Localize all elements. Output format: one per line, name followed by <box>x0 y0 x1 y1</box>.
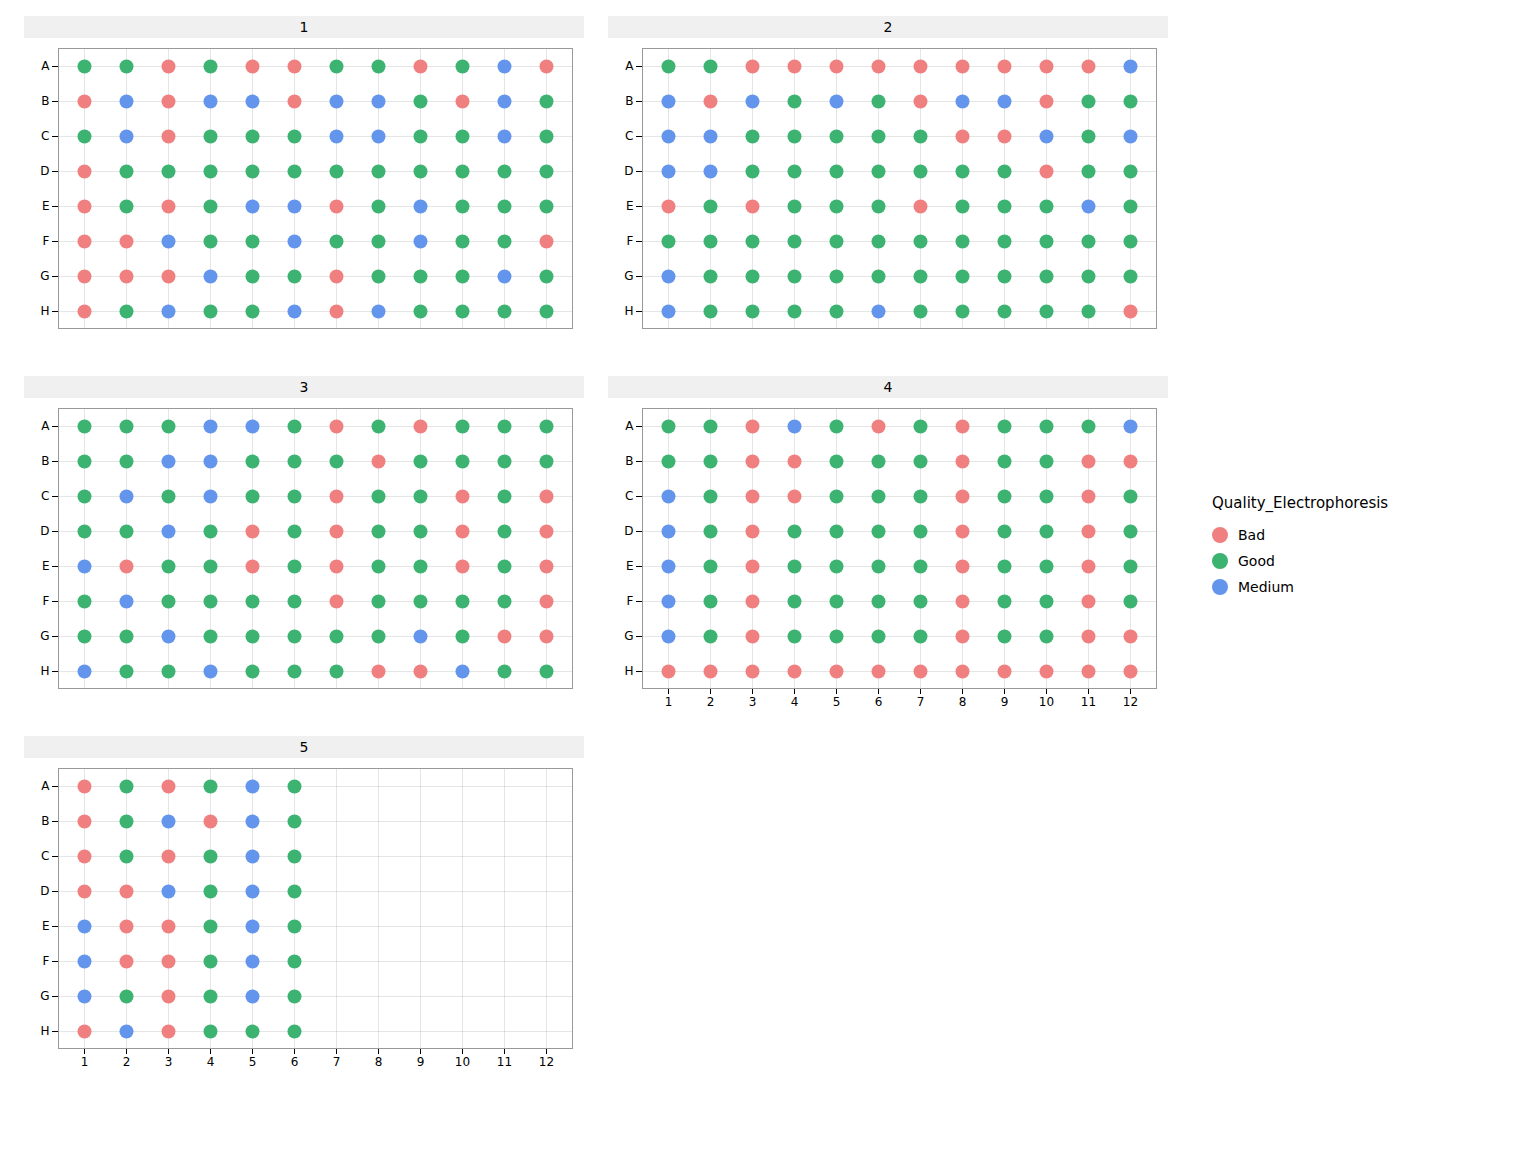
svg-text:F: F <box>627 234 634 248</box>
svg-text:F: F <box>627 594 634 608</box>
svg-text:11: 11 <box>497 1055 512 1069</box>
svg-text:2: 2 <box>707 695 715 709</box>
svg-text:8: 8 <box>375 1055 383 1069</box>
svg-text:3: 3 <box>749 695 757 709</box>
svg-text:9: 9 <box>417 1055 425 1069</box>
svg-text:1: 1 <box>665 695 673 709</box>
svg-text:G: G <box>624 629 633 643</box>
svg-text:6: 6 <box>291 1055 299 1069</box>
svg-text:G: G <box>624 269 633 283</box>
html-text:Quality_Electrophoresis: Quality_Electrophoresis <box>1212 494 1389 512</box>
svg-text:C: C <box>625 129 633 143</box>
svg-text:12: 12 <box>1123 695 1138 709</box>
svg-text:F: F <box>43 954 50 968</box>
svg-text:G: G <box>40 989 49 1003</box>
svg-text:D: D <box>624 524 633 538</box>
svg-text:E: E <box>42 559 50 573</box>
html-text:Bad: Bad <box>1238 527 1266 543</box>
html-text:2: 2 <box>883 19 893 35</box>
svg-text:H: H <box>40 1024 49 1038</box>
svg-text:B: B <box>41 454 49 468</box>
svg-text:5: 5 <box>249 1055 257 1069</box>
svg-text:7: 7 <box>333 1055 341 1069</box>
svg-text:G: G <box>40 629 49 643</box>
svg-text:8: 8 <box>959 695 967 709</box>
svg-text:F: F <box>43 234 50 248</box>
svg-text:E: E <box>626 199 634 213</box>
html-text:4: 4 <box>883 379 893 395</box>
svg-text:3: 3 <box>165 1055 173 1069</box>
svg-text:C: C <box>41 849 49 863</box>
svg-text:12: 12 <box>539 1055 554 1069</box>
svg-text:B: B <box>625 454 633 468</box>
svg-text:11: 11 <box>1081 695 1096 709</box>
svg-text:F: F <box>43 594 50 608</box>
svg-text:2: 2 <box>123 1055 131 1069</box>
svg-text:5: 5 <box>833 695 841 709</box>
svg-text:H: H <box>40 664 49 678</box>
svg-text:4: 4 <box>791 695 799 709</box>
svg-text:B: B <box>41 94 49 108</box>
svg-text:B: B <box>41 814 49 828</box>
svg-text:7: 7 <box>917 695 925 709</box>
html-text:1: 1 <box>299 19 309 35</box>
svg-text:B: B <box>625 94 633 108</box>
svg-text:D: D <box>40 524 49 538</box>
svg-text:C: C <box>41 489 49 503</box>
svg-text:A: A <box>625 59 634 73</box>
svg-text:C: C <box>41 129 49 143</box>
svg-text:4: 4 <box>207 1055 215 1069</box>
svg-text:D: D <box>40 164 49 178</box>
svg-text:10: 10 <box>1039 695 1054 709</box>
svg-text:C: C <box>625 489 633 503</box>
svg-text:E: E <box>42 199 50 213</box>
svg-text:G: G <box>40 269 49 283</box>
svg-text:H: H <box>624 664 633 678</box>
svg-text:H: H <box>40 304 49 318</box>
svg-text:D: D <box>40 884 49 898</box>
svg-text:D: D <box>624 164 633 178</box>
svg-text:6: 6 <box>875 695 883 709</box>
svg-text:E: E <box>626 559 634 573</box>
svg-text:1: 1 <box>81 1055 89 1069</box>
svg-text:E: E <box>42 919 50 933</box>
html-text:Good: Good <box>1238 553 1275 569</box>
svg-text:A: A <box>41 779 50 793</box>
html-text:5: 5 <box>299 739 309 755</box>
svg-text:H: H <box>624 304 633 318</box>
svg-text:A: A <box>41 419 50 433</box>
html-text:Medium: Medium <box>1238 579 1294 595</box>
svg-text:10: 10 <box>455 1055 470 1069</box>
svg-text:A: A <box>625 419 634 433</box>
svg-text:9: 9 <box>1001 695 1009 709</box>
svg-text:A: A <box>41 59 50 73</box>
html-text:3: 3 <box>299 379 309 395</box>
